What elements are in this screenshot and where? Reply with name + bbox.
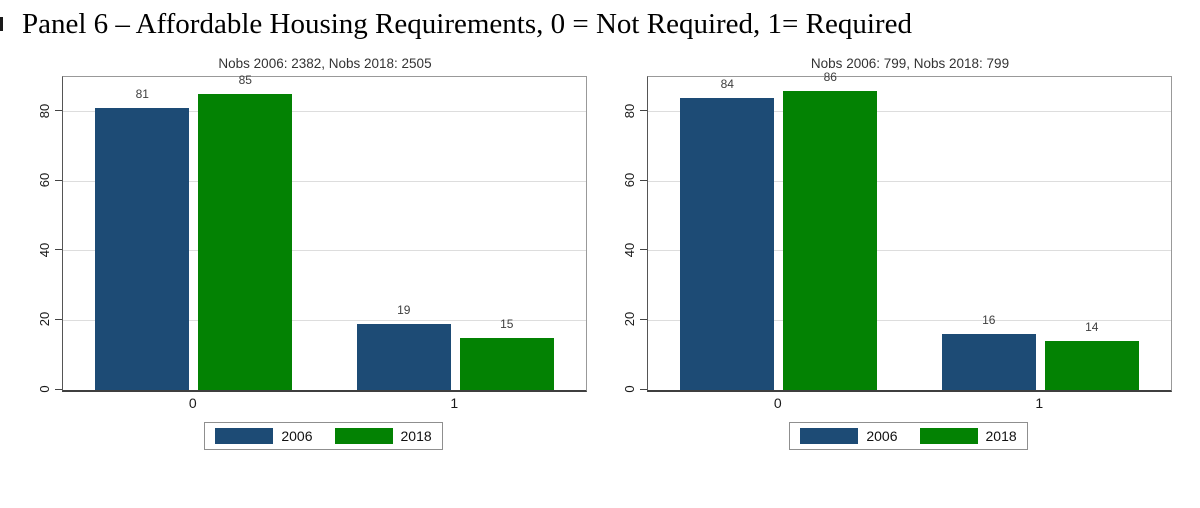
x-tick-label: 0 [773, 395, 782, 411]
legend-row: 2006 2018 [647, 422, 1170, 450]
legend-swatch-2018 [919, 428, 978, 444]
plot-row: 0 20 40 60 80 81 85 19 15 [28, 73, 588, 393]
gridline [648, 319, 1171, 321]
y-axis-tick [640, 318, 647, 320]
gridline [648, 250, 1171, 252]
bar-2006-cat0 [95, 108, 190, 390]
y-tick-label: 80 [622, 103, 637, 118]
gridline [63, 111, 586, 113]
legend-row: 2006 2018 [62, 422, 585, 450]
y-axis-tick [55, 318, 62, 320]
plot-row: 0 20 40 60 80 84 86 16 14 [613, 70, 1173, 393]
y-axis: 0 20 40 60 80 [28, 76, 62, 393]
legend-swatch-2018 [334, 428, 393, 444]
bar-2006-cat0 [680, 97, 775, 390]
bar-value-label: 84 [720, 76, 734, 91]
bar-2018-cat1 [1044, 341, 1139, 390]
chart-title: Nobs 2006: 799, Nobs 2018: 799 [810, 56, 1010, 71]
y-axis-tick [640, 179, 647, 181]
page-title: Panel 6 – Affordable Housing Requirement… [22, 8, 912, 40]
bar-chart-right: Nobs 2006: 799, Nobs 2018: 799 0 20 40 60 80… [613, 54, 1173, 450]
y-axis-tick [55, 179, 62, 181]
plot-area: 81 85 19 15 [62, 73, 587, 392]
legend-label-2006: 2006 [281, 428, 313, 444]
bar-value-label: 81 [135, 87, 149, 102]
x-tick-label: 1 [450, 395, 459, 411]
y-tick-label: 60 [622, 173, 637, 188]
bar-value-label: 19 [397, 302, 411, 317]
bar-value-label: 15 [500, 316, 514, 331]
gridline [63, 319, 586, 321]
gridline [63, 180, 586, 182]
y-tick-label: 60 [37, 173, 52, 188]
legend-label-2018: 2018 [985, 428, 1017, 444]
bar-2018-cat0 [783, 90, 878, 390]
y-axis-tick [640, 110, 647, 112]
gridline [648, 111, 1171, 113]
y-axis: 0 20 40 60 80 [613, 76, 647, 393]
bar-value-label: 86 [823, 69, 837, 84]
y-tick-label: 20 [622, 312, 637, 327]
legend-label-2018: 2018 [400, 428, 432, 444]
y-axis-tick [55, 249, 62, 251]
chart-title: Nobs 2006: 2382, Nobs 2018: 2505 [218, 56, 432, 71]
y-tick-label: 40 [37, 242, 52, 258]
edge-artifact [0, 17, 3, 31]
bar-2018-cat0 [198, 94, 293, 390]
plot-area: 84 86 16 14 [647, 70, 1172, 392]
legend: 2006 2018 [204, 422, 443, 450]
y-tick-label: 80 [37, 103, 52, 118]
bar-value-label: 16 [982, 313, 996, 328]
bar-value-label: 85 [238, 73, 252, 88]
x-tick-label: 0 [188, 395, 197, 411]
y-axis-tick [55, 110, 62, 112]
legend-label-2006: 2006 [866, 428, 898, 444]
y-axis-tick [55, 388, 62, 390]
y-tick-label: 0 [37, 385, 52, 393]
legend-swatch-2006 [215, 428, 274, 444]
x-tick-label: 1 [1035, 395, 1044, 411]
y-tick-label: 20 [37, 312, 52, 327]
y-axis-tick [640, 249, 647, 251]
legend: 2006 2018 [789, 422, 1028, 450]
bar-2006-cat1 [356, 323, 451, 390]
gridline [63, 250, 586, 252]
y-axis-tick [640, 388, 647, 390]
bar-2018-cat1 [459, 337, 554, 390]
y-tick-label: 0 [622, 385, 637, 393]
bar-chart-left: Nobs 2006: 2382, Nobs 2018: 2505 0 20 40 60… [28, 54, 588, 450]
gridline [648, 180, 1171, 182]
bar-2006-cat1 [941, 334, 1036, 390]
y-tick-label: 40 [622, 242, 637, 258]
legend-swatch-2006 [800, 428, 859, 444]
bar-value-label: 14 [1085, 320, 1099, 335]
